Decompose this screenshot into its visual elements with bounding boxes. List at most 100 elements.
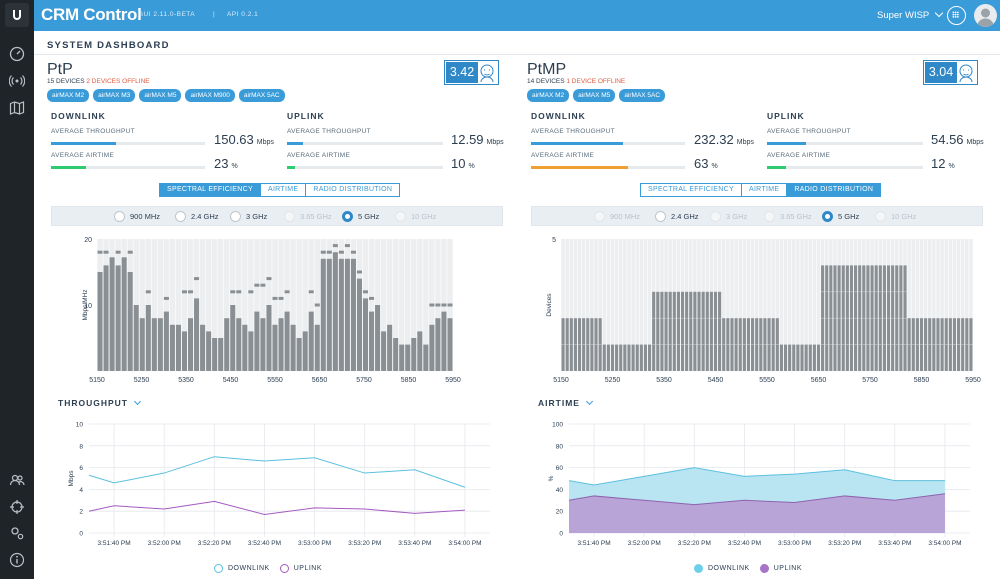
peak-mark: [326, 250, 332, 254]
bar: [266, 305, 272, 371]
radio-10ghz[interactable]: 10 GHz: [395, 211, 436, 222]
crosshair-icon[interactable]: [5, 495, 29, 519]
downlink-throughput-label: AVERAGE THROUGHPUT: [531, 128, 615, 135]
radio-2-4ghz[interactable]: 2.4 GHz: [175, 211, 219, 222]
peak-mark: [181, 290, 188, 294]
tab-airtime[interactable]: AIRTIME: [259, 184, 306, 196]
device-count: 15 DEVICES: [47, 78, 85, 85]
radio-900mhz[interactable]: 900 MHz: [114, 211, 160, 222]
user-menu[interactable]: Super WISP: [877, 8, 943, 21]
offline-count[interactable]: 2 DEVICES OFFLINE: [86, 78, 150, 85]
bar-fill: [51, 166, 87, 169]
device-tag[interactable]: airMAX M2: [527, 89, 570, 102]
tab-spectral-efficiency[interactable]: SPECTRAL EFFICIENCY: [641, 184, 741, 196]
tab-airtime[interactable]: AIRTIME: [740, 184, 787, 196]
users-icon[interactable]: [5, 468, 29, 492]
bar: [619, 344, 623, 371]
peak-mark: [248, 290, 254, 294]
device-tag[interactable]: airMAX M3: [93, 89, 136, 102]
bar: [693, 291, 697, 371]
x-tick-label: 3:52:20 PM: [678, 540, 711, 547]
radio-dot: [710, 211, 721, 222]
x-tick-label: 3:53:00 PM: [778, 540, 811, 547]
series-line: [568, 467, 945, 486]
device-tag[interactable]: airMAX M5: [139, 89, 182, 102]
downlink-throughput-bar: [531, 142, 685, 145]
peak-mark: [188, 290, 194, 294]
device-tag[interactable]: airMAX 5AC: [238, 89, 285, 102]
radio-dot: [342, 211, 353, 222]
chevron-down-icon: [586, 397, 594, 406]
device-tag[interactable]: airMAX M900: [185, 89, 235, 102]
top-bar: CRM Control GUI 2.11.0-BETA | API 0.2.1 …: [34, 0, 1000, 31]
device-tag[interactable]: airMAX 5AC: [619, 89, 666, 102]
bar: [320, 258, 326, 371]
y-tick-label: 2: [79, 509, 83, 516]
device-tag[interactable]: airMAX M2: [47, 89, 90, 102]
y-tick-label: 10: [76, 422, 84, 429]
legend-uplink[interactable]: UPLINK: [279, 564, 322, 573]
series-line: [88, 456, 466, 488]
app-title[interactable]: CRM Control: [41, 5, 142, 24]
tab-radio-distribution[interactable]: RADIO DISTRIBUTION: [786, 184, 881, 196]
peak-mark: [308, 290, 314, 294]
legend-label: DOWNLINK: [228, 565, 270, 572]
settings-icon[interactable]: [5, 521, 29, 545]
device-tag[interactable]: airMAX M5: [573, 89, 616, 102]
dashboard-icon[interactable]: [5, 42, 29, 66]
tab-spectral-efficiency[interactable]: SPECTRAL EFFICIENCY: [160, 184, 260, 196]
uplink-throughput-bar: [287, 142, 443, 145]
bar: [387, 324, 393, 371]
info-icon[interactable]: [5, 548, 29, 572]
bar: [405, 344, 411, 371]
bar: [230, 305, 236, 371]
frequency-radio-group: 900 MHz 2.4 GHz 3 GHz 3.65 GHz 5 GHz 10 …: [531, 206, 983, 226]
bar: [332, 252, 338, 371]
bar: [602, 344, 606, 371]
bar: [194, 298, 200, 371]
peak-mark: [429, 303, 435, 307]
x-tick-label: 5750: [356, 377, 372, 384]
x-tick-label: 5650: [312, 377, 328, 384]
legend-downlink[interactable]: DOWNLINK: [694, 564, 750, 573]
radio-5ghz[interactable]: 5 GHz: [822, 211, 859, 222]
radio-900mhz[interactable]: 900 MHz: [594, 211, 640, 222]
wireless-icon[interactable]: [5, 69, 29, 93]
peak-mark: [109, 257, 115, 261]
bar: [290, 324, 296, 371]
peak-mark: [344, 244, 350, 248]
peak-mark: [97, 250, 103, 254]
bar-fill: [287, 142, 303, 145]
legend-downlink[interactable]: DOWNLINK: [214, 564, 270, 573]
throughput-title[interactable]: THROUGHPUT: [58, 397, 142, 408]
airtime-title[interactable]: AIRTIME: [538, 397, 594, 408]
x-tick-label: 3:53:40 PM: [398, 540, 431, 547]
uplink-title: UPLINK: [767, 111, 805, 121]
offline-count[interactable]: 1 DEVICE OFFLINE: [566, 78, 626, 85]
radio-5ghz[interactable]: 5 GHz: [342, 211, 379, 222]
tab-radio-distribution[interactable]: RADIO DISTRIBUTION: [305, 184, 400, 196]
legend-label: DOWNLINK: [708, 565, 750, 572]
y-tick-label: 100: [552, 422, 563, 429]
map-icon[interactable]: [5, 96, 29, 120]
legend-uplink[interactable]: UPLINK: [759, 564, 802, 573]
radio-2-4ghz[interactable]: 2.4 GHz: [655, 211, 699, 222]
bar: [260, 318, 266, 371]
bar: [441, 311, 447, 371]
ubiquiti-logo-icon[interactable]: [5, 3, 29, 27]
bar: [606, 344, 610, 371]
apps-grid-icon[interactable]: [947, 6, 966, 25]
radio-3ghz[interactable]: 3 GHz: [710, 211, 747, 222]
device-count: 14 DEVICES: [527, 78, 565, 85]
radio-dot: [655, 211, 666, 222]
downlink-airtime-value: 63%: [694, 156, 718, 171]
radio-10ghz[interactable]: 10 GHz: [875, 211, 916, 222]
radio-dot: [875, 211, 886, 222]
radio-3-65ghz[interactable]: 3.65 GHz: [284, 211, 332, 222]
radio-distribution-chart: 5 Devices 5150 5250 5350 5450 5550 5650 5750 5850…: [546, 237, 981, 384]
radio-3ghz[interactable]: 3 GHz: [230, 211, 267, 222]
radio-3-65ghz[interactable]: 3.65 GHz: [764, 211, 812, 222]
score-badge: 3.04: [923, 60, 978, 85]
avatar[interactable]: [974, 4, 997, 27]
peak-mark: [350, 250, 356, 254]
